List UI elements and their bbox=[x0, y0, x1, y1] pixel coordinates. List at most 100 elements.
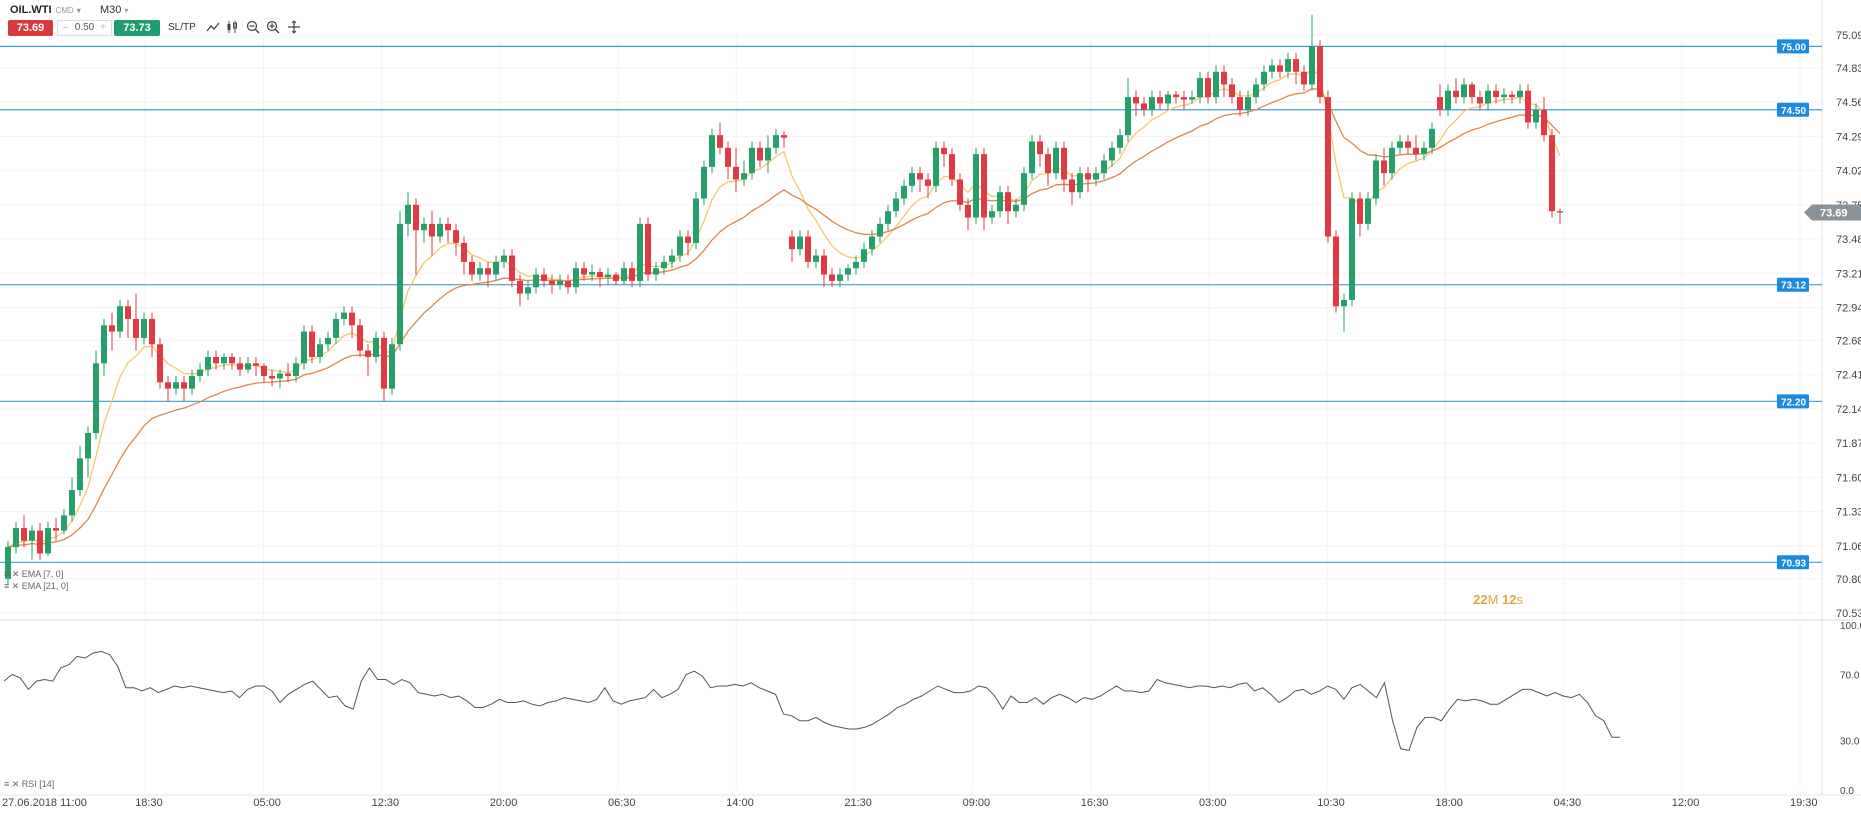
time-tick-label: 03:00 bbox=[1199, 797, 1227, 809]
level-badge bbox=[1777, 39, 1809, 54]
price-tick-label: 72.41 bbox=[1836, 370, 1861, 382]
candle-body bbox=[5, 547, 11, 579]
candle-body bbox=[1357, 198, 1363, 224]
candle-body bbox=[1101, 160, 1107, 174]
candle-body bbox=[1461, 84, 1467, 98]
chart-toolbar: OIL.WTI CMD ▾ M30 ▾ 73.69 – 0.50 + 73.73 SL… bbox=[0, 0, 420, 40]
candle-body bbox=[733, 166, 739, 180]
candle-body bbox=[981, 154, 987, 218]
candle-body bbox=[1493, 90, 1499, 98]
symbol-selector[interactable]: OIL.WTI CMD ▾ bbox=[10, 4, 81, 16]
candle-body bbox=[1389, 147, 1395, 174]
candle-body bbox=[29, 530, 35, 541]
candle-body bbox=[677, 236, 683, 256]
candle-body bbox=[1085, 173, 1091, 180]
level-label: 72.20 bbox=[1781, 397, 1806, 408]
time-tick-label: 16:30 bbox=[1081, 797, 1109, 809]
candle-body bbox=[1157, 97, 1163, 104]
rsi-legend[interactable]: ≡ ✕ RSI [14] bbox=[4, 779, 55, 789]
candle-body bbox=[837, 274, 843, 281]
candle-body bbox=[269, 375, 275, 379]
candle-body bbox=[1197, 78, 1203, 98]
candle-body bbox=[133, 318, 139, 338]
candle-body bbox=[1509, 94, 1515, 98]
ema-slow-legend[interactable]: ≡ ✕ EMA [21, 0] bbox=[4, 581, 69, 591]
decrease-button[interactable]: – bbox=[63, 22, 69, 33]
candle-body bbox=[517, 280, 523, 294]
candle-body bbox=[533, 274, 539, 288]
candle-body bbox=[1405, 141, 1411, 148]
candle-body bbox=[149, 318, 155, 345]
current-price-label: 73.69 bbox=[1820, 207, 1848, 219]
candle-body bbox=[1317, 46, 1323, 98]
candle-body bbox=[1117, 135, 1123, 148]
candle-body bbox=[77, 458, 83, 491]
candle-body bbox=[973, 154, 979, 218]
candle-body bbox=[1469, 84, 1475, 98]
candle-body bbox=[413, 204, 419, 231]
candle-body bbox=[165, 382, 171, 389]
price-tick-label: 73.21 bbox=[1836, 268, 1861, 280]
sell-button[interactable]: 73.69 bbox=[8, 20, 53, 36]
volume-stepper[interactable]: – 0.50 + bbox=[57, 20, 112, 36]
candle-body bbox=[277, 373, 283, 379]
candle-body bbox=[61, 515, 67, 531]
candle-body bbox=[1557, 211, 1563, 213]
candle-body bbox=[805, 236, 811, 262]
timeframe-selector[interactable]: M30 ▾ bbox=[100, 4, 128, 16]
time-tick-label: 12:00 bbox=[1672, 797, 1700, 809]
candle-body bbox=[1181, 97, 1187, 100]
candle-body bbox=[93, 363, 99, 434]
zoom-in-icon[interactable] bbox=[266, 20, 280, 34]
countdown-minutes-unit: M bbox=[1487, 592, 1499, 607]
candle-body bbox=[397, 223, 403, 345]
time-tick-label: 14:00 bbox=[726, 797, 754, 809]
candle-body bbox=[173, 382, 179, 389]
time-tick-label: 18:00 bbox=[1435, 797, 1463, 809]
candle-body bbox=[437, 223, 443, 237]
candle-body bbox=[789, 236, 795, 250]
candle-body bbox=[989, 211, 995, 218]
crosshair-icon[interactable] bbox=[287, 20, 301, 34]
rsi-line bbox=[3, 650, 1620, 751]
candle-body bbox=[1501, 94, 1507, 98]
line-chart-icon[interactable] bbox=[206, 20, 220, 34]
candle-body bbox=[461, 242, 467, 262]
sltp-button[interactable]: SL/TP bbox=[168, 22, 196, 33]
candle-body bbox=[965, 204, 971, 218]
candle-body bbox=[253, 363, 259, 366]
candle-body bbox=[1237, 97, 1243, 110]
candle-body bbox=[1453, 90, 1459, 98]
candle-body bbox=[1269, 65, 1275, 72]
candlesticks bbox=[5, 14, 1563, 586]
time-tick-label: 12:30 bbox=[372, 797, 400, 809]
candles-icon[interactable] bbox=[226, 20, 240, 34]
candle-body bbox=[1261, 71, 1267, 85]
candle-body bbox=[1277, 65, 1283, 72]
candle-body bbox=[781, 135, 787, 138]
ema-fast-legend[interactable]: ≡ ✕ EMA [7, 0] bbox=[4, 569, 64, 579]
candle-body bbox=[925, 179, 931, 186]
price-tick-label: 72.68 bbox=[1836, 335, 1861, 347]
candle-body bbox=[1165, 94, 1171, 104]
candle-body bbox=[1013, 204, 1019, 212]
zoom-out-icon[interactable] bbox=[246, 20, 260, 34]
candle-body bbox=[605, 274, 611, 278]
candle-body bbox=[1381, 160, 1387, 174]
candle-body bbox=[229, 356, 235, 364]
candle-body bbox=[53, 528, 59, 531]
candle-body bbox=[1149, 97, 1155, 110]
candle-body bbox=[373, 337, 379, 357]
candle-body bbox=[869, 236, 875, 250]
time-tick-label: 06:30 bbox=[608, 797, 636, 809]
candle-body bbox=[21, 528, 27, 541]
countdown-seconds-unit: s bbox=[1516, 592, 1524, 607]
candle-body bbox=[701, 166, 707, 199]
increase-button[interactable]: + bbox=[100, 22, 106, 33]
candle-body bbox=[469, 261, 475, 275]
chevron-down-icon: ▾ bbox=[76, 6, 81, 15]
buy-button[interactable]: 73.73 bbox=[114, 20, 160, 36]
price-tick-label: 72.14 bbox=[1836, 404, 1861, 416]
time-tick-label: 19:30 bbox=[1790, 797, 1818, 809]
